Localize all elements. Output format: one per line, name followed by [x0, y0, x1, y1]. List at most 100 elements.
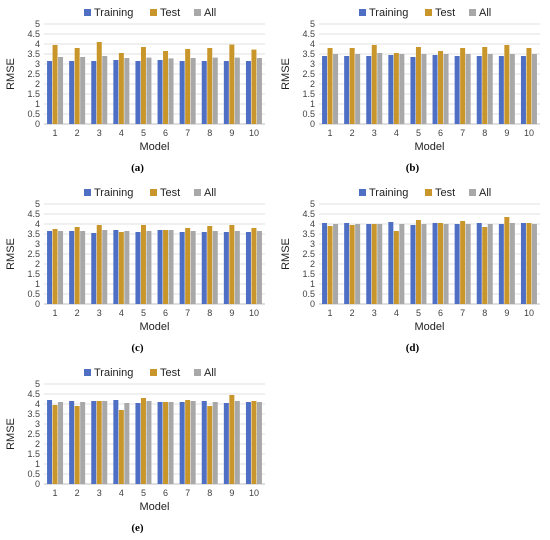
bar-test	[118, 410, 124, 484]
bar-training	[135, 403, 141, 484]
legend-swatch-test	[425, 189, 432, 196]
bar-all	[509, 54, 515, 124]
legend-label-test: Test	[160, 187, 180, 199]
bar-training	[69, 61, 75, 124]
y-tick-label: 3	[35, 59, 40, 69]
bar-training	[476, 56, 482, 124]
bar-training	[520, 56, 526, 124]
legend-swatch-training	[84, 369, 91, 376]
legend-label-all: All	[479, 187, 491, 199]
bar-all	[190, 401, 196, 484]
bar-test	[327, 48, 333, 124]
legend-swatch-all	[194, 189, 201, 196]
bar-training	[432, 55, 438, 124]
bar-test	[96, 42, 102, 124]
bar-test	[349, 48, 355, 124]
x-tick-label: 2	[350, 308, 355, 318]
bar-training	[366, 224, 372, 304]
panel-caption: (a)	[131, 162, 144, 174]
y-tick-label: 4.5	[27, 29, 40, 39]
x-tick-label: 7	[185, 128, 190, 138]
x-tick-label: 3	[372, 128, 377, 138]
bar-all	[531, 224, 537, 304]
legend-label-training: Training	[94, 187, 133, 199]
legend-swatch-all	[194, 9, 201, 16]
x-tick-label: 2	[75, 128, 80, 138]
bar-test	[229, 44, 235, 124]
x-tick-label: 2	[75, 308, 80, 318]
bar-test	[52, 45, 58, 124]
bar-all	[234, 231, 240, 304]
bar-all	[256, 231, 262, 304]
bar-test	[163, 402, 169, 484]
bar-all	[399, 54, 405, 124]
bar-chart: 00.511.522.533.544.551 2 3 4 5 6 7 8 9 10ModelRMS…	[5, 7, 265, 153]
bar-training	[498, 56, 504, 124]
y-tick-label: 2.5	[27, 69, 40, 79]
bar-all	[509, 223, 515, 304]
bar-training	[201, 401, 207, 484]
bar-test	[74, 227, 80, 304]
bar-all	[377, 224, 383, 304]
x-tick-label: 8	[482, 128, 487, 138]
x-tick-label: 9	[504, 128, 509, 138]
bar-all	[80, 402, 86, 484]
x-tick-label: 8	[207, 308, 212, 318]
x-tick-label: 4	[119, 128, 124, 138]
y-tick-label: 4.5	[302, 209, 315, 219]
x-tick-label: 7	[460, 128, 465, 138]
bar-all	[102, 230, 108, 304]
bar-test	[460, 221, 466, 304]
bar-training	[388, 222, 394, 304]
bar-test	[163, 51, 169, 124]
x-tick-label: 2	[350, 128, 355, 138]
x-tick-label: 1	[328, 128, 333, 138]
bar-training	[344, 223, 350, 304]
y-axis-title: RMSE	[5, 58, 17, 90]
bar-training	[410, 57, 416, 124]
bar-training	[157, 230, 163, 304]
bar-test	[504, 45, 510, 124]
bar-test	[415, 47, 421, 124]
x-axis-title: Model	[140, 321, 170, 333]
panel-caption: (b)	[405, 162, 420, 174]
x-tick-label: 5	[416, 128, 421, 138]
bar-training	[245, 232, 251, 304]
bar-all	[146, 57, 152, 124]
bar-training	[520, 223, 526, 304]
x-tick-label: 5	[141, 128, 146, 138]
y-tick-label: 1	[35, 279, 40, 289]
x-tick-label: 8	[207, 488, 212, 498]
chart-panel-c: 0 0.5 1 1.5 2 2.5 3 3.5 4 4.5 5 1 2 3 4 5 6 7 8 9 10 Model RMS…	[0, 180, 275, 360]
bar-training	[322, 56, 328, 124]
y-tick-label: 0	[310, 119, 315, 129]
x-tick-label: 6	[438, 308, 443, 318]
y-tick-label: 1	[35, 459, 40, 469]
y-tick-label: 0	[310, 299, 315, 309]
x-tick-label: 3	[97, 488, 102, 498]
y-tick-label: 3.5	[27, 49, 40, 59]
bar-all	[421, 224, 427, 304]
bar-training	[223, 403, 229, 484]
bar-test	[438, 223, 444, 304]
x-axis-title: Model	[140, 501, 170, 513]
bar-training	[47, 61, 53, 124]
y-tick-label: 0.5	[27, 289, 40, 299]
x-tick-label: 6	[163, 488, 168, 498]
y-tick-label: 2	[310, 79, 315, 89]
y-tick-label: 0	[35, 119, 40, 129]
bar-training	[344, 56, 350, 124]
bar-training	[91, 401, 97, 484]
y-tick-label: 3.5	[302, 229, 315, 239]
legend-label-test: Test	[435, 7, 455, 19]
x-tick-label: 10	[249, 308, 259, 318]
bar-training	[201, 232, 207, 304]
bar-chart: 00.511.522.533.544.551 2 3 4 5 6 7 8 9 10ModelRMS…	[5, 367, 265, 513]
y-axis-title: RMSE	[280, 238, 292, 270]
bar-test	[185, 400, 191, 484]
bar-test	[349, 225, 355, 304]
y-tick-label: 2.5	[27, 429, 40, 439]
bar-test	[140, 398, 146, 484]
x-axis-title: Model	[415, 321, 445, 333]
bar-test	[207, 48, 213, 124]
